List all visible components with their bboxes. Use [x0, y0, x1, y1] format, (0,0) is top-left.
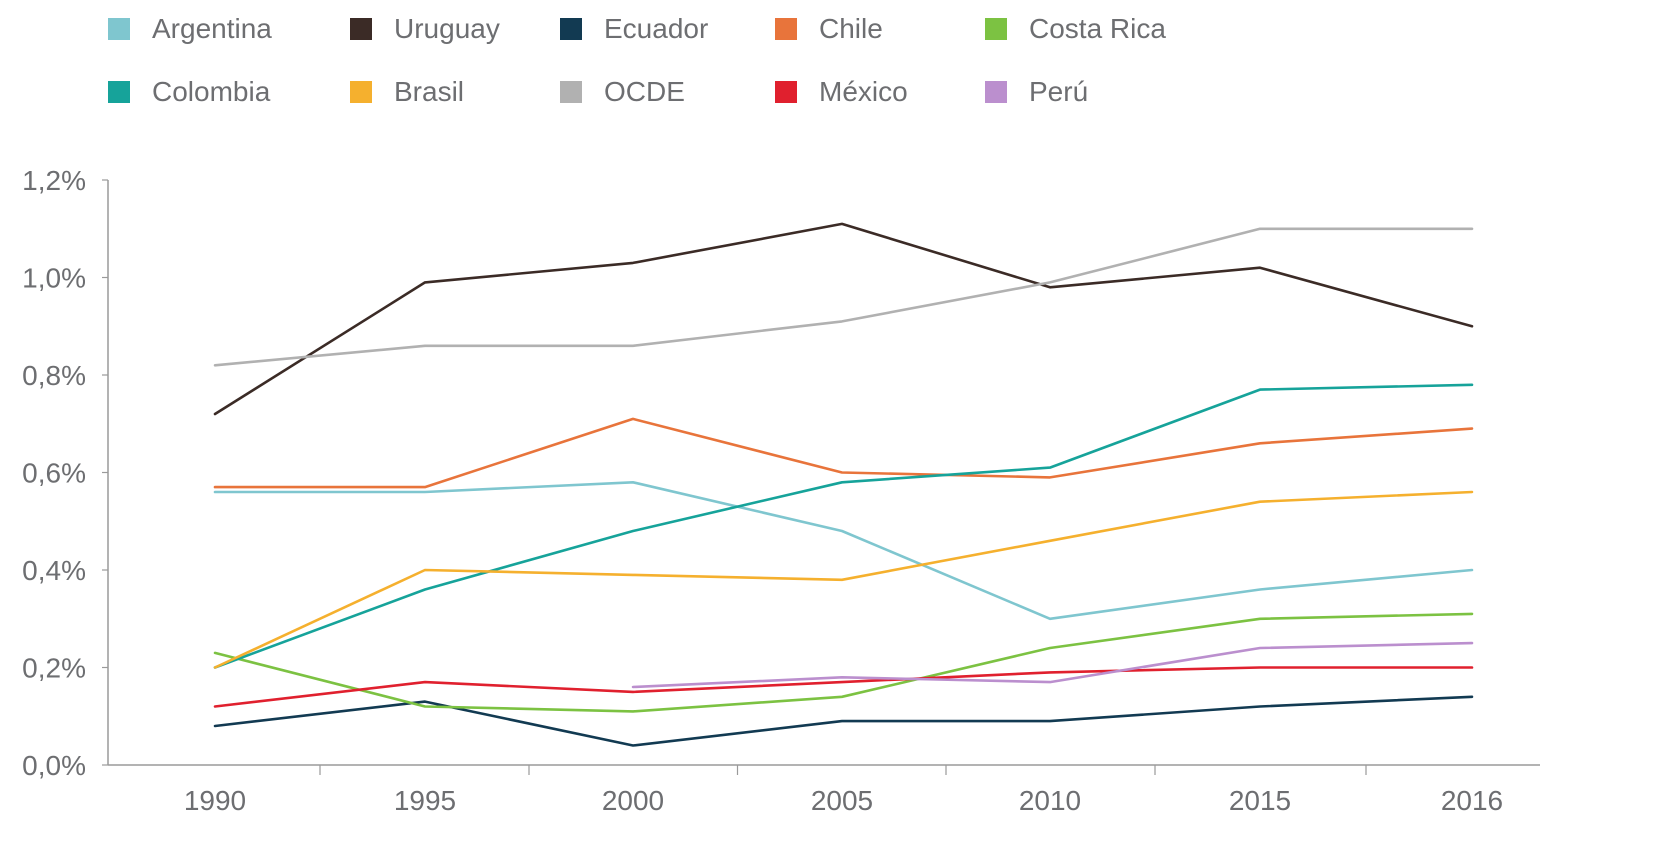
series-line-costa-rica: [213, 612, 1474, 713]
legend-item-ecuador: Ecuador: [560, 13, 709, 44]
series-line-brasil: [213, 490, 1474, 669]
legend-item-mexico: México: [775, 76, 908, 107]
legend-label: Brasil: [394, 76, 465, 107]
legend-label: México: [819, 76, 908, 107]
series-line-uruguay: [213, 222, 1474, 416]
series-line-argentina: [213, 480, 1474, 621]
legend-label: Perú: [1029, 76, 1089, 107]
legend-swatch: [560, 18, 582, 40]
y-tick-label: 0,6%: [22, 458, 86, 489]
legend-item-chile: Chile: [775, 13, 883, 44]
legend-label: Colombia: [152, 76, 271, 107]
legend-item-colombia: Colombia: [108, 76, 271, 107]
series-line-peru: [631, 641, 1474, 689]
legend-item-brasil: Brasil: [350, 76, 465, 107]
legend-swatch: [108, 81, 130, 103]
x-tick-label: 2000: [602, 785, 664, 816]
chart-legend: Argentina Uruguay Ecuador Chile Costa Rica Co…: [0, 0, 1679, 120]
legend-swatch: [560, 81, 582, 103]
legend-swatch: [108, 18, 130, 40]
y-tick-label: 0,8%: [22, 360, 86, 391]
y-tick-label: 1,0%: [22, 263, 86, 294]
legend-item-argentina: Argentina: [108, 13, 272, 44]
legend-item-uruguay: Uruguay: [350, 13, 500, 44]
legend-swatch: [985, 18, 1007, 40]
legend-item-ocde: OCDE: [560, 76, 685, 107]
x-tick-label: 2015: [1229, 785, 1291, 816]
y-tick-label: 0,4%: [22, 555, 86, 586]
series-line-ecuador: [213, 695, 1474, 747]
legend-label: Costa Rica: [1029, 13, 1166, 44]
legend-swatch: [985, 81, 1007, 103]
legend-label: Uruguay: [394, 13, 500, 44]
series-line-ocde: [213, 227, 1474, 367]
x-tick-label: 2010: [1019, 785, 1081, 816]
y-tick-label: 0,0%: [22, 750, 86, 781]
legend-swatch: [775, 81, 797, 103]
x-tick-label: 1995: [394, 785, 456, 816]
legend-swatch: [350, 18, 372, 40]
series-line-colombia: [213, 383, 1474, 669]
legend-item-peru: Perú: [985, 76, 1089, 107]
x-tick-label: 2016: [1441, 785, 1503, 816]
x-tick-label: 1990: [184, 785, 246, 816]
series-line-chile: [213, 417, 1474, 489]
legend-label: Argentina: [152, 13, 272, 44]
legend-item-costa-rica: Costa Rica: [985, 13, 1166, 44]
y-tick-label: 1,2%: [22, 165, 86, 196]
legend-label: Chile: [819, 13, 883, 44]
x-tick-label: 2005: [811, 785, 873, 816]
legend-label: Ecuador: [604, 13, 709, 44]
series-line-mexico: [213, 666, 1474, 708]
legend-swatch: [775, 18, 797, 40]
y-tick-label: 0,2%: [22, 653, 86, 684]
legend-label: OCDE: [604, 76, 685, 107]
legend-swatch: [350, 81, 372, 103]
